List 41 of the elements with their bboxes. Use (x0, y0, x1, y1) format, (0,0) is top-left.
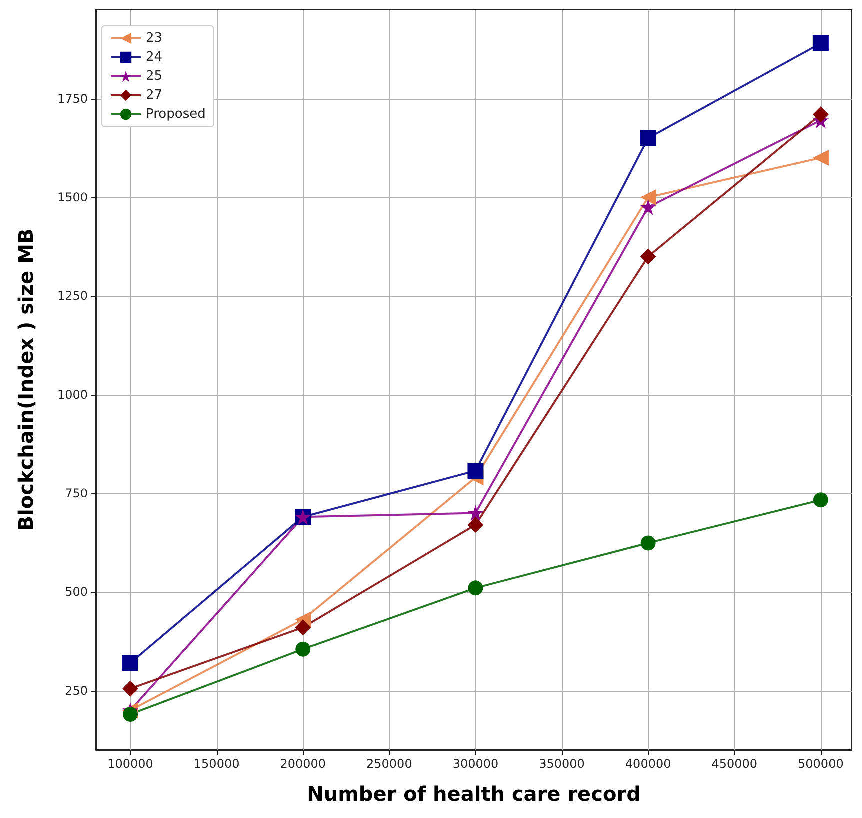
point (640, 199, 656, 216)
point (812, 106, 829, 123)
legend-label: 25 (146, 69, 163, 84)
legend-label: 23 (146, 31, 163, 46)
point (468, 505, 484, 522)
point (813, 492, 828, 508)
x-tick-label: 200000 (280, 757, 326, 771)
y-tick-label: 500 (65, 585, 88, 600)
point (640, 189, 656, 206)
y-tick-label: 250 (65, 684, 88, 698)
point (122, 680, 139, 697)
x-tick-label: 450000 (712, 757, 758, 771)
x-tick-label: 300000 (452, 757, 499, 771)
y-tick-label: 750 (65, 486, 88, 500)
legend-label: Proposed (146, 107, 206, 122)
point (812, 36, 829, 52)
point (640, 248, 656, 265)
y-tick-label: 1250 (57, 289, 88, 304)
point (296, 642, 311, 657)
point (812, 150, 829, 166)
point (640, 130, 656, 146)
x-axis-title: Number of health care record (307, 782, 641, 806)
point (468, 517, 484, 534)
point (640, 536, 656, 551)
point (123, 706, 138, 722)
x-tick-label: 400000 (625, 757, 672, 771)
x-tick-label: 100000 (108, 757, 154, 771)
y-tick-label: 1000 (57, 388, 88, 402)
point (468, 462, 484, 479)
x-tick-label: 250000 (366, 757, 412, 771)
legend-label: 27 (146, 88, 163, 103)
point (122, 655, 139, 672)
point (468, 580, 484, 596)
legend-label: 24 (146, 50, 163, 65)
x-tick-label: 500000 (798, 757, 844, 771)
x-tick-label: 150000 (194, 757, 240, 771)
x-tick-label: 350000 (539, 757, 585, 771)
point (295, 620, 312, 636)
y-axis-title: Blockchain(Index ) size MB (14, 228, 38, 532)
y-tick-label: 1750 (57, 92, 88, 106)
y-tick-label: 1500 (57, 190, 88, 204)
